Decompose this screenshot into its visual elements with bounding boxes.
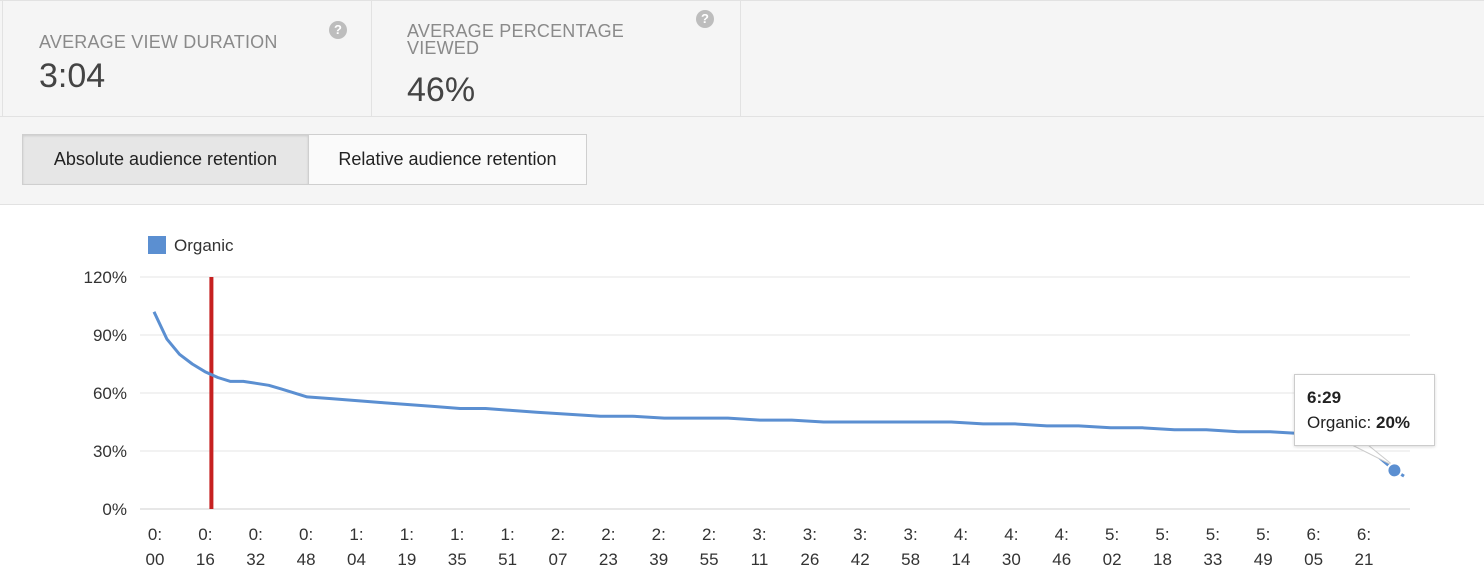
x-tick-label: 02 — [1103, 550, 1122, 569]
stat-card-avg-percentage-viewed: AVERAGE PERCENTAGE VIEWED 46% ? — [371, 1, 741, 117]
x-tick-label: 5: — [1256, 525, 1270, 544]
x-tick-label: 35 — [448, 550, 467, 569]
x-tick-label: 0: — [249, 525, 263, 544]
x-tick-label: 49 — [1254, 550, 1273, 569]
x-tick-label: 04 — [347, 550, 366, 569]
tab-relative-audience-retention[interactable]: Relative audience retention — [308, 134, 587, 185]
x-tick-label: 1: — [450, 525, 464, 544]
stat-value: 46% — [407, 71, 476, 109]
x-tick-label: 05 — [1304, 550, 1323, 569]
retention-chart-svg: 120% 90% 60% 30% 0% 0: 00 0: 16 0: 32 0: 48 1: 04 1: 19 1… — [84, 236, 1410, 569]
x-tick-label: 6: — [1357, 525, 1371, 544]
legend-swatch — [148, 236, 166, 254]
highlight-point — [1386, 462, 1403, 479]
chart-tooltip: 6:29 Organic: 20% — [1294, 374, 1435, 446]
x-tick-label: 51 — [498, 550, 517, 569]
x-tick-label: 2: — [702, 525, 716, 544]
x-tick-label: 46 — [1052, 550, 1071, 569]
x-tick-label: 00 — [146, 550, 165, 569]
y-tick-label: 0% — [102, 500, 127, 519]
y-tick-label: 90% — [93, 326, 127, 345]
stat-label: AVERAGE VIEW DURATION — [39, 32, 278, 52]
stats-bar: AVERAGE VIEW DURATION 3:04 ? AVERAGE PER… — [0, 0, 1484, 117]
stat-label: AVERAGE PERCENTAGE VIEWED — [407, 21, 624, 58]
x-tick-label: 39 — [649, 550, 668, 569]
x-tick-label: 4: — [1055, 525, 1069, 544]
x-tick-label: 30 — [1002, 550, 1021, 569]
y-tick-label: 30% — [93, 442, 127, 461]
x-tick-label: 1: — [501, 525, 515, 544]
tooltip-time: 6:29 — [1307, 388, 1342, 407]
x-tick-label: 4: — [1004, 525, 1018, 544]
legend-label: Organic — [174, 236, 234, 255]
x-tick-label: 3: — [752, 525, 766, 544]
x-tick-label: 33 — [1203, 550, 1222, 569]
y-tick-label: 120% — [84, 268, 127, 287]
x-tick-label: 23 — [599, 550, 618, 569]
x-tick-label: 14 — [952, 550, 971, 569]
tooltip-value-line: Organic: 20% — [1307, 413, 1410, 433]
x-tick-label: 0: — [299, 525, 313, 544]
x-tick-label: 5: — [1105, 525, 1119, 544]
help-icon[interactable]: ? — [329, 21, 347, 39]
x-tick-label: 32 — [246, 550, 265, 569]
tooltip-value: 20% — [1375, 413, 1411, 432]
x-tick-label: 3: — [904, 525, 918, 544]
x-tick-label: 2: — [652, 525, 666, 544]
x-tick-label: 1: — [349, 525, 363, 544]
x-tick-label: 5: — [1155, 525, 1169, 544]
stat-value: 3:04 — [39, 57, 106, 95]
x-tick-label: 55 — [700, 550, 719, 569]
tab-absolute-audience-retention[interactable]: Absolute audience retention — [22, 134, 309, 185]
retention-tab-bar: Absolute audience retention Relative aud… — [0, 117, 1484, 205]
x-tick-label: 42 — [851, 550, 870, 569]
retention-chart: 120% 90% 60% 30% 0% 0: 00 0: 16 0: 32 0: 48 1: 04 1: 19 1… — [0, 205, 1484, 582]
x-tick-label: 0: — [148, 525, 162, 544]
x-tick-label: 19 — [397, 550, 416, 569]
tooltip-series: Organic: — [1307, 413, 1372, 432]
tooltip-pointer — [1351, 444, 1395, 467]
x-tick-label: 07 — [549, 550, 568, 569]
x-tick-label: 26 — [800, 550, 819, 569]
x-tick-label: 48 — [297, 550, 316, 569]
series-line-organic — [152, 311, 1405, 478]
stat-card-avg-view-duration: AVERAGE VIEW DURATION 3:04 ? — [2, 1, 372, 117]
x-tick-label: 1: — [400, 525, 414, 544]
x-tick-label: 0: — [198, 525, 212, 544]
x-tick-label: 11 — [751, 550, 769, 569]
x-tick-label: 6: — [1307, 525, 1321, 544]
x-tick-label: 5: — [1206, 525, 1220, 544]
x-tick-label: 4: — [954, 525, 968, 544]
help-icon[interactable]: ? — [696, 10, 714, 28]
x-tick-label: 2: — [551, 525, 565, 544]
x-tick-label: 16 — [196, 550, 215, 569]
x-tick-label: 58 — [901, 550, 920, 569]
x-tick-label: 2: — [601, 525, 615, 544]
x-tick-label: 21 — [1355, 550, 1374, 569]
x-tick-label: 3: — [803, 525, 817, 544]
x-tick-label: 3: — [853, 525, 867, 544]
y-tick-label: 60% — [93, 384, 127, 403]
x-tick-label: 18 — [1153, 550, 1172, 569]
